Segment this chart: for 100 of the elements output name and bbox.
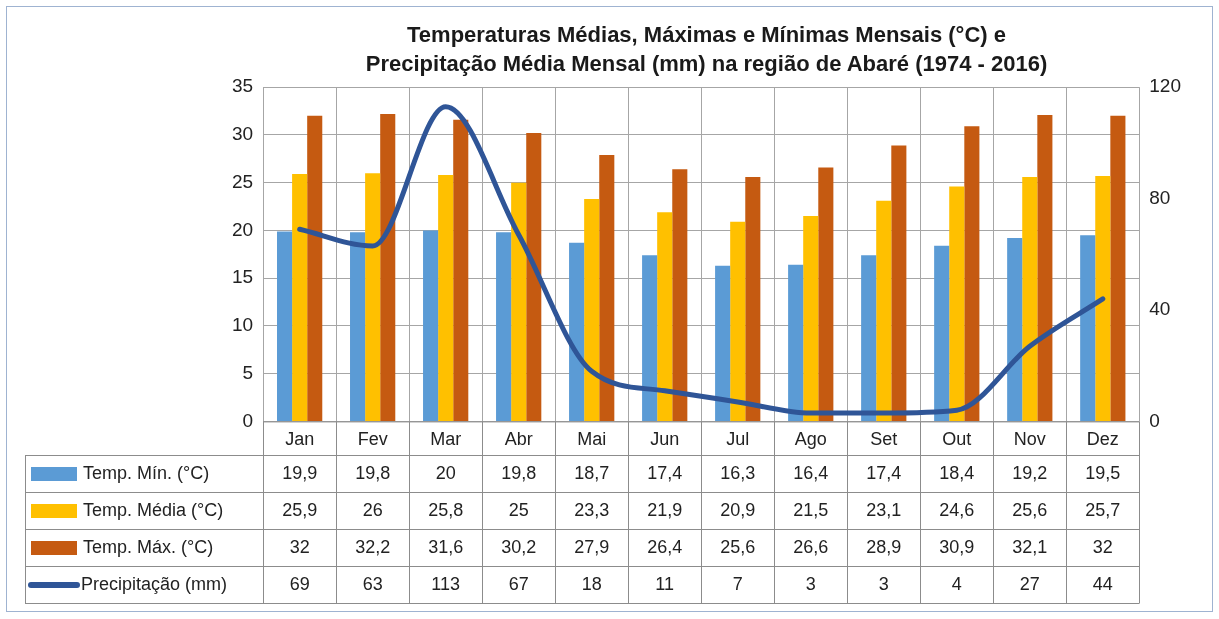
- data-label: 113: [431, 573, 461, 594]
- y2-tick-label: 80: [1149, 186, 1171, 208]
- data-label: 3: [878, 573, 889, 594]
- data-label: 17,4: [647, 462, 683, 483]
- y2-tick-label: 40: [1149, 298, 1171, 320]
- y-tick-label: 20: [231, 218, 254, 240]
- data-label: 11: [655, 573, 675, 594]
- data-label: 32,1: [1012, 536, 1048, 557]
- data-label: 21,9: [647, 499, 683, 520]
- bar: [599, 155, 615, 421]
- bar: [642, 255, 658, 421]
- data-label: 18: [581, 573, 602, 594]
- y-tick-label: 10: [231, 314, 254, 336]
- bar: [949, 186, 965, 421]
- data-label: 25,7: [1085, 499, 1121, 520]
- y-tick-label: 5: [242, 361, 254, 383]
- data-label: 4: [951, 573, 962, 594]
- data-label: 44: [1092, 573, 1113, 594]
- data-label: 30,2: [501, 536, 537, 557]
- bar: [365, 173, 381, 421]
- bar: [526, 133, 542, 421]
- data-label: 26,4: [647, 536, 683, 557]
- y-tick-label: 35: [231, 75, 254, 97]
- data-label: 28,9: [866, 536, 902, 557]
- data-label: 69: [289, 573, 310, 594]
- bar: [350, 232, 366, 421]
- legend-label: Temp. Máx. (°C): [83, 536, 214, 557]
- bar: [423, 230, 439, 421]
- data-label: 19,8: [501, 462, 537, 483]
- x-tick-label: Mai: [577, 429, 607, 450]
- bar: [964, 126, 980, 421]
- data-label: 27: [1019, 573, 1040, 594]
- x-tick-label: Out: [942, 429, 972, 450]
- data-label: 32: [289, 536, 310, 557]
- data-label: 26: [362, 499, 383, 520]
- bar: [730, 221, 746, 421]
- data-label: 16,4: [793, 462, 829, 483]
- data-label: 25,6: [720, 536, 756, 557]
- y2-tick-label: 120: [1149, 75, 1181, 97]
- data-label: 19,2: [1012, 462, 1048, 483]
- bar: [307, 115, 323, 421]
- bar: [584, 198, 600, 421]
- x-tick-label: Mar: [430, 429, 462, 450]
- data-label: 19,5: [1085, 462, 1121, 483]
- data-label: 31,6: [428, 536, 464, 557]
- bar: [934, 245, 950, 421]
- data-label: 19,9: [282, 462, 318, 483]
- data-label: 18,4: [939, 462, 975, 483]
- y-tick-label: 0: [242, 409, 254, 431]
- x-tick-label: Fev: [357, 429, 388, 450]
- data-label: 18,7: [574, 462, 610, 483]
- data-label: 27,9: [574, 536, 610, 557]
- bar: [715, 265, 731, 421]
- data-label: 23,3: [574, 499, 610, 520]
- data-label: 16,3: [720, 462, 756, 483]
- bar: [438, 175, 454, 421]
- bar: [1022, 176, 1038, 421]
- data-label: 32: [1092, 536, 1113, 557]
- data-label: 25,8: [428, 499, 464, 520]
- x-tick-label: Dez: [1086, 429, 1119, 450]
- data-label: 23,1: [866, 499, 902, 520]
- bar: [788, 264, 804, 421]
- data-label: 20,9: [720, 499, 756, 520]
- x-tick-label: Jan: [285, 429, 315, 450]
- legend-label: Temp. Média (°C): [83, 499, 224, 520]
- y-tick-label: 15: [231, 266, 254, 288]
- bar: [1037, 114, 1053, 421]
- data-label: 25,9: [282, 499, 318, 520]
- bar: [876, 200, 892, 421]
- data-label: 19,8: [355, 462, 391, 483]
- y-tick-label: 30: [231, 123, 254, 145]
- data-label: 20: [435, 462, 456, 483]
- x-tick-label: Jun: [650, 429, 680, 450]
- bar: [818, 167, 834, 421]
- y-tick-label: 25: [231, 170, 254, 192]
- x-tick-label: Abr: [504, 429, 533, 450]
- y2-tick-label: 0: [1149, 409, 1160, 431]
- data-label: 7: [732, 573, 743, 594]
- bar: [861, 255, 877, 421]
- data-label: 26,6: [793, 536, 829, 557]
- x-tick-label: Ago: [794, 429, 827, 450]
- data-label: 30,9: [939, 536, 975, 557]
- bar: [803, 216, 819, 421]
- bar: [891, 145, 907, 421]
- data-label: 32,2: [355, 536, 391, 557]
- x-tick-label: Jul: [726, 429, 750, 450]
- data-label: 24,6: [939, 499, 975, 520]
- bar: [511, 182, 527, 421]
- bar: [745, 176, 761, 421]
- bar: [1110, 115, 1126, 421]
- bar: [672, 169, 688, 421]
- bar: [657, 212, 673, 421]
- bar: [1095, 176, 1111, 421]
- data-label: 17,4: [866, 462, 902, 483]
- bar: [496, 232, 512, 421]
- x-tick-label: Nov: [1013, 429, 1046, 450]
- bar: [1007, 238, 1023, 421]
- bar: [277, 231, 293, 421]
- data-label: 25: [508, 499, 529, 520]
- data-label: 25,6: [1012, 499, 1048, 520]
